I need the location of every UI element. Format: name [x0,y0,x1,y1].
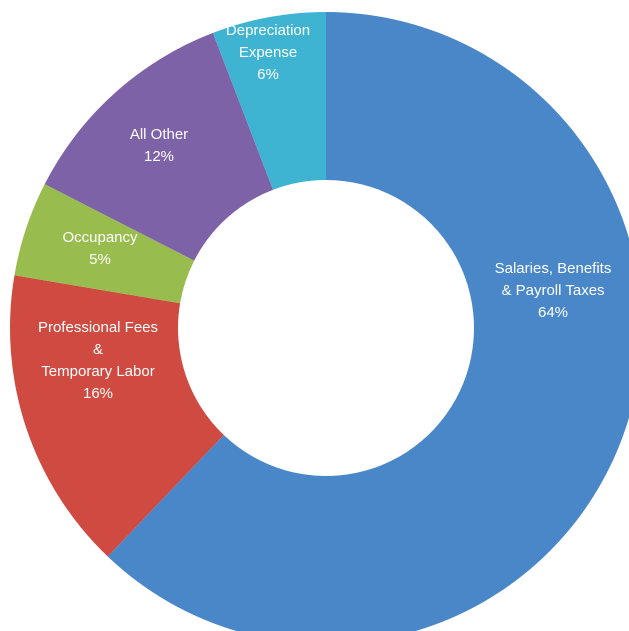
slice-name-depreciation: Depreciation [226,22,310,39]
slice-name-occupancy: Occupancy [62,229,138,246]
slice-label-occupancy: Occupancy 5% [62,229,138,268]
slice-salaries [107,12,629,631]
slice-all-other [44,32,274,261]
slice-value-all-other: 12% [144,148,174,165]
slice-name-professional: Temporary Labor [41,363,154,380]
slice-name-all-other: All Other [130,126,188,143]
slice-name-salaries: & Payroll Taxes [501,282,604,299]
slice-value-depreciation: 6% [257,66,279,83]
slice-name-salaries: Salaries, Benefits [495,260,612,277]
slice-value-salaries: 64% [538,304,568,321]
slice-depreciation [212,12,326,190]
slice-name-professional: Professional Fees [38,319,158,336]
slice-name-depreciation: Expense [239,44,297,61]
slice-name-professional: & [93,341,103,358]
slice-label-all-other: All Other 12% [130,126,188,165]
slice-label-professional: Professional Fees & Temporary Labor 16% [38,319,158,402]
slice-label-depreciation: Depreciation Expense 6% [226,22,310,83]
slice-professional [10,275,224,557]
slice-occupancy [14,184,195,304]
slice-value-professional: 16% [83,385,113,402]
slice-value-occupancy: 5% [89,251,111,268]
slice-label-salaries: Salaries, Benefits & Payroll Taxes 64% [495,260,612,321]
